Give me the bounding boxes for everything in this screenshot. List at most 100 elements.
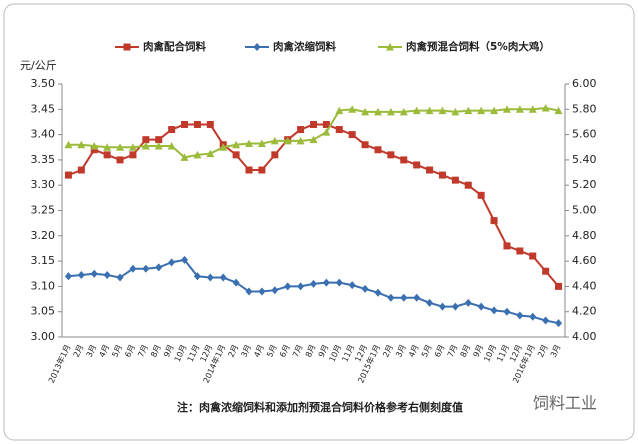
- marker: [490, 106, 499, 115]
- marker: [193, 150, 202, 159]
- legend-label: 肉禽预混合饲料（5%肉大鸡）: [406, 40, 550, 53]
- marker: [270, 136, 279, 145]
- marker: [245, 166, 253, 174]
- marker: [142, 136, 150, 144]
- marker: [181, 120, 189, 128]
- marker: [374, 288, 382, 297]
- marker: [309, 135, 318, 144]
- marker: [477, 191, 485, 199]
- marker: [555, 282, 563, 290]
- marker: [181, 255, 189, 264]
- y2-tick-label: 5.20: [572, 178, 597, 191]
- marker: [464, 298, 472, 307]
- marker: [258, 166, 266, 174]
- marker: [193, 120, 201, 128]
- y2-tick-label: 5.80: [572, 102, 597, 115]
- marker: [103, 151, 111, 159]
- marker: [412, 106, 421, 115]
- marker: [413, 293, 421, 302]
- marker: [425, 106, 434, 115]
- marker: [245, 287, 253, 296]
- marker: [554, 106, 563, 115]
- marker: [206, 149, 215, 158]
- marker: [284, 282, 292, 291]
- y-tick-label: 3.15: [31, 254, 56, 267]
- marker: [464, 106, 473, 115]
- marker: [438, 302, 446, 311]
- marker: [503, 242, 511, 250]
- marker: [310, 279, 317, 288]
- legend-label: 肉禽配合饲料: [143, 40, 206, 53]
- marker: [64, 272, 72, 281]
- marker: [464, 181, 472, 189]
- marker: [116, 156, 124, 164]
- marker: [90, 141, 99, 150]
- marker: [516, 311, 524, 320]
- marker: [90, 146, 98, 154]
- y2-tick-label: 4.80: [572, 229, 597, 242]
- watermark: 饲料工业: [533, 394, 597, 413]
- marker: [297, 126, 305, 134]
- marker: [335, 126, 343, 134]
- marker: [335, 278, 343, 287]
- marker: [103, 271, 111, 280]
- marker: [310, 120, 317, 128]
- marker: [219, 143, 228, 151]
- marker: [245, 139, 254, 147]
- marker: [387, 293, 395, 302]
- y-tick-label: 3.35: [31, 153, 56, 166]
- marker: [400, 293, 408, 302]
- marker: [271, 151, 279, 159]
- y-tick-label: 3.10: [31, 279, 56, 292]
- y-tick-label: 3.00: [31, 330, 56, 343]
- marker: [129, 264, 137, 273]
- marker: [271, 286, 279, 295]
- marker: [451, 302, 459, 311]
- marker: [128, 143, 137, 151]
- y2-tick-label: 4.20: [572, 305, 597, 318]
- marker: [477, 106, 486, 115]
- marker: [477, 302, 485, 311]
- marker: [103, 143, 112, 151]
- y-tick-label: 3.40: [31, 128, 56, 141]
- legend-marker: [123, 43, 131, 51]
- marker: [206, 120, 214, 128]
- y2-tick-label: 5.40: [572, 153, 597, 166]
- marker: [116, 273, 124, 282]
- marker: [232, 151, 240, 159]
- marker: [516, 247, 524, 255]
- marker: [296, 136, 305, 145]
- marker: [361, 284, 369, 293]
- marker: [129, 151, 137, 159]
- marker: [64, 171, 72, 179]
- marker: [373, 107, 382, 116]
- marker: [168, 126, 176, 134]
- y-tick-label: 3.30: [31, 178, 56, 191]
- marker: [348, 131, 356, 139]
- marker: [257, 139, 266, 147]
- marker: [387, 151, 395, 159]
- marker: [77, 140, 86, 149]
- marker: [529, 312, 537, 321]
- marker: [283, 136, 292, 145]
- marker: [399, 107, 408, 116]
- marker: [555, 319, 563, 328]
- marker: [515, 105, 524, 113]
- y2-tick-label: 4.60: [572, 254, 597, 267]
- marker: [374, 146, 382, 154]
- marker: [335, 106, 344, 115]
- marker: [490, 306, 498, 315]
- y-tick-label: 3.25: [31, 204, 56, 217]
- legend-marker: [386, 43, 394, 51]
- marker: [154, 141, 163, 150]
- marker: [542, 316, 550, 325]
- marker: [348, 105, 357, 113]
- marker: [322, 128, 331, 136]
- marker: [232, 140, 241, 149]
- y-tick-label: 3.05: [31, 305, 56, 318]
- marker: [386, 107, 395, 116]
- marker: [116, 143, 125, 151]
- marker: [438, 171, 446, 179]
- marker: [297, 282, 305, 291]
